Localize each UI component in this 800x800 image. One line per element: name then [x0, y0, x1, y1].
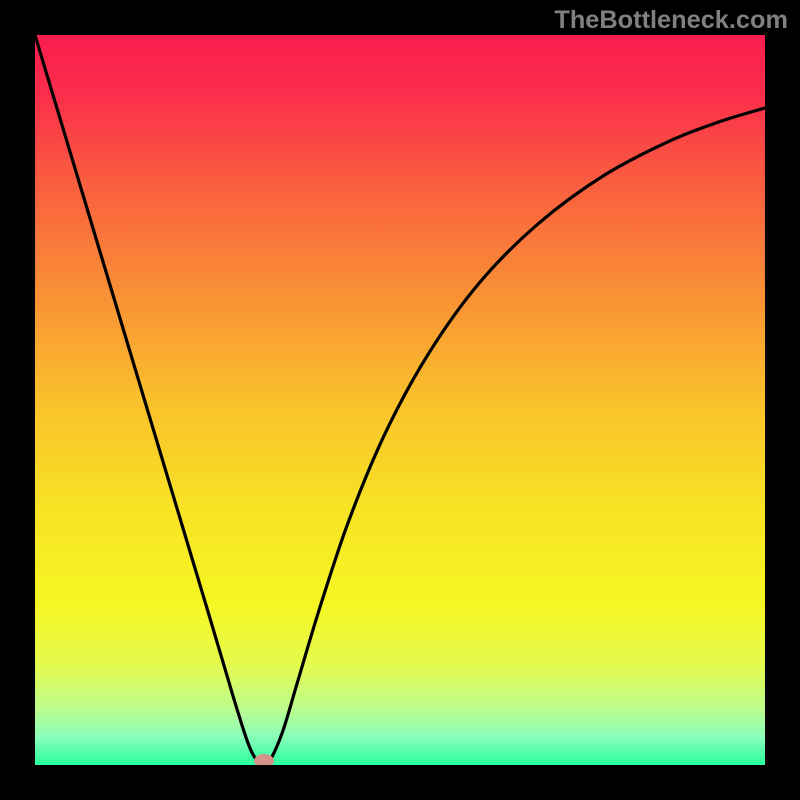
attribution-text: TheBottleneck.com: [554, 6, 788, 35]
minimum-marker: [254, 754, 274, 765]
bottleneck-curve: [35, 35, 765, 765]
curve-path: [35, 35, 765, 764]
plot-area: [35, 35, 765, 765]
